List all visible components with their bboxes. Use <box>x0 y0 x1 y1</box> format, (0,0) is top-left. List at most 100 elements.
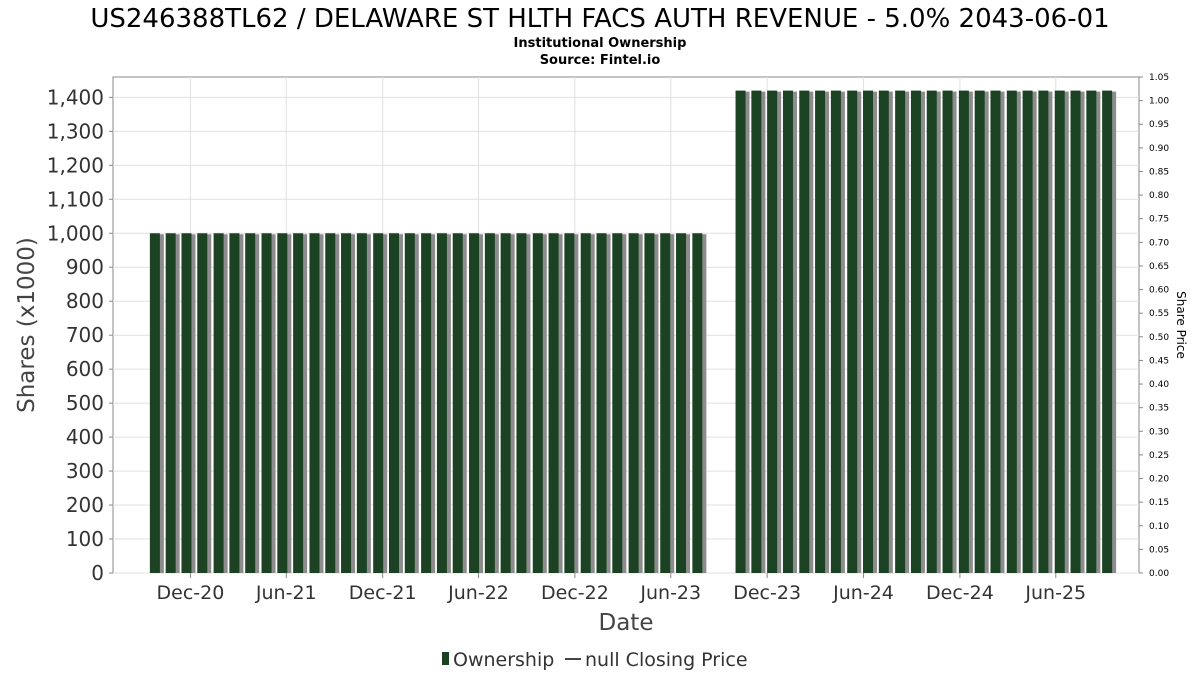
ownership-bar <box>469 233 480 573</box>
y2-tick-label: 0.95 <box>1149 120 1169 130</box>
ownership-bar <box>564 233 575 573</box>
ownership-bar <box>165 233 176 573</box>
ownership-bar <box>1038 90 1049 573</box>
legend-ownership-label: Ownership <box>453 649 554 671</box>
ownership-bar <box>974 90 985 573</box>
ownership-bar <box>500 233 511 573</box>
ownership-bar <box>1022 90 1033 573</box>
y2-tick-label: 0.05 <box>1149 545 1169 555</box>
y2-tick-label: 0.35 <box>1149 404 1169 414</box>
y2-tick-label: 0.40 <box>1149 380 1169 390</box>
y-tick-label: 1,200 <box>47 153 104 177</box>
y-tick-label: 0 <box>91 561 104 585</box>
x-tick-label: Jun-23 <box>639 582 701 604</box>
x-tick-label: Dec-23 <box>733 582 801 604</box>
x-tick-label: Jun-21 <box>255 582 317 604</box>
y2-tick-label: 0.25 <box>1149 451 1169 461</box>
legend: Ownership null Closing Price <box>442 649 748 671</box>
y2-tick-label: 0.30 <box>1149 427 1169 437</box>
y-tick-label: 700 <box>66 323 104 347</box>
ownership-bar <box>436 233 447 573</box>
ownership-bar <box>676 233 687 573</box>
ownership-bar <box>452 233 463 573</box>
ownership-bar <box>830 90 841 573</box>
y-tick-label: 800 <box>66 289 104 313</box>
legend-price-label: null Closing Price <box>585 649 748 671</box>
y2-axis-label: Share Price <box>1174 291 1188 359</box>
ownership-bar <box>548 233 559 573</box>
ownership-bar <box>910 90 921 573</box>
ownership-bar <box>373 233 384 573</box>
y-tick-label: 500 <box>66 391 104 415</box>
y-tick-label: 900 <box>66 255 104 279</box>
ownership-bar <box>261 233 272 573</box>
ownership-bar <box>735 90 746 573</box>
ownership-bar <box>847 90 858 573</box>
ownership-bar <box>293 233 304 573</box>
ownership-bar <box>245 233 256 573</box>
y2-tick-label: 0.15 <box>1149 498 1169 508</box>
y-tick-label: 1,300 <box>47 119 104 143</box>
x-axis-label: Date <box>599 610 654 636</box>
ownership-bar <box>878 90 889 573</box>
y2-tick-label: 0.10 <box>1149 522 1169 532</box>
ownership-bar <box>660 233 671 573</box>
ownership-bar <box>1054 90 1065 573</box>
y-tick-label: 1,400 <box>47 85 104 109</box>
ownership-bar <box>516 233 527 573</box>
x-tick-label: Dec-22 <box>541 582 609 604</box>
ownership-bar <box>895 90 906 573</box>
ownership-bar <box>815 90 826 573</box>
ownership-bar <box>1102 90 1113 573</box>
ownership-bar <box>484 233 495 573</box>
y-tick-label: 600 <box>66 357 104 381</box>
ownership-bar <box>197 233 208 573</box>
y-tick-label: 400 <box>66 425 104 449</box>
ownership-bar <box>309 233 320 573</box>
ownership-bar <box>181 233 192 573</box>
y-tick-label: 1,100 <box>47 187 104 211</box>
ownership-bar <box>751 90 762 573</box>
y2-tick-label: 0.80 <box>1149 191 1169 201</box>
ownership-bar <box>356 233 367 573</box>
ownership-bar <box>341 233 352 573</box>
ownership-bar <box>277 233 288 573</box>
ownership-bar <box>1070 90 1081 573</box>
ownership-bar <box>404 233 415 573</box>
ownership-bar <box>421 233 432 573</box>
y2-tick-label: 0.60 <box>1149 286 1169 296</box>
x-tick-label: Jun-22 <box>447 582 509 604</box>
y2-tick-label: 0.85 <box>1149 167 1169 177</box>
y2-tick-label: 1.00 <box>1149 97 1169 107</box>
ownership-bar <box>1086 90 1097 573</box>
y2-tick-label: 0.65 <box>1149 262 1169 272</box>
ownership-bar <box>782 90 793 573</box>
ownership-bar <box>926 90 937 573</box>
ownership-bar <box>612 233 623 573</box>
ownership-bar <box>532 233 543 573</box>
ownership-bar <box>628 233 639 573</box>
ownership-bar <box>799 90 810 573</box>
ownership-bar <box>596 233 607 573</box>
chart-title: US246388TL62 / DELAWARE ST HLTH FACS AUT… <box>90 4 1109 34</box>
chart-subtitle: Institutional Ownership <box>514 36 687 51</box>
ownership-bar <box>388 233 399 573</box>
ownership-bar <box>213 233 224 573</box>
y-tick-label: 100 <box>66 527 104 551</box>
y-axis-label: Shares (x1000) <box>14 237 40 413</box>
x-tick-label: Dec-21 <box>349 582 417 604</box>
y2-tick-label: 0.20 <box>1149 475 1169 485</box>
y2-tick-label: 1.05 <box>1149 73 1169 83</box>
y-tick-label: 1,000 <box>47 221 104 245</box>
x-tick-label: Jun-24 <box>832 582 894 604</box>
y2-tick-label: 0.55 <box>1149 309 1169 319</box>
y2-tick-label: 0.70 <box>1149 238 1169 248</box>
y2-tick-label: 0.75 <box>1149 215 1169 225</box>
y-axis-ticks: 0 100 200 300 400 500 600 700 800 900 1,000 1,100 1,… <box>47 85 113 585</box>
ownership-bar <box>958 90 969 573</box>
ownership-bar <box>692 233 703 573</box>
chart-source: Source: Fintel.io <box>540 53 661 68</box>
y2-tick-label: 0.00 <box>1149 569 1169 579</box>
ownership-bar <box>644 233 655 573</box>
